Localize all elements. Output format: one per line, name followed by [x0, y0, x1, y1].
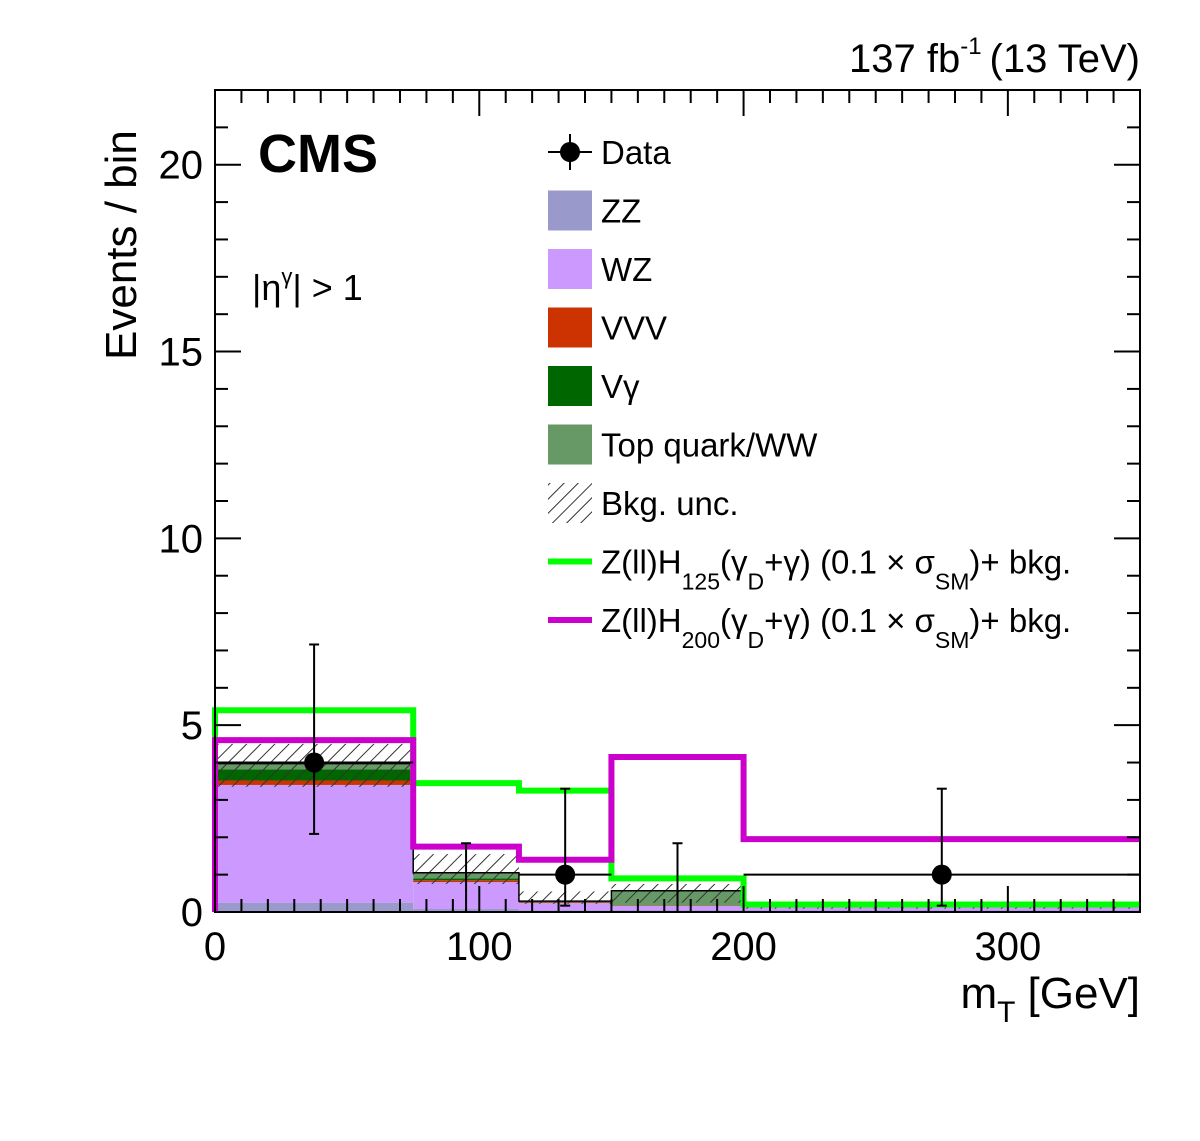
- legend-label: Vγ: [601, 368, 640, 405]
- data-point-4: [931, 864, 952, 885]
- experiment-label: CMS: [258, 124, 378, 184]
- lumi-label: 137 fb-1 (13 TeV): [849, 33, 1140, 81]
- legend-signal-label: Z(ll)H200(γD+γ) (0.1 × σSM)+ bkg.: [601, 602, 1071, 653]
- x-tick-label: 300: [974, 925, 1041, 969]
- y-tick-label: 0: [181, 891, 203, 935]
- legend-label: Data: [601, 134, 671, 171]
- x-tick-label: 200: [710, 925, 777, 969]
- legend-hatch-swatch: [548, 483, 592, 523]
- signal-line-200: [212, 737, 1140, 912]
- legend-data-marker: [560, 142, 580, 162]
- data-point-2: [555, 864, 576, 885]
- legend-swatch: [548, 307, 592, 348]
- legend-label: VVV: [601, 310, 667, 347]
- legend: Data ZZ WZ VVV Vγ Top quark/WW Bkg. unc. Z(ll)H…: [548, 134, 1071, 653]
- x-axis-title: mT [GeV]: [961, 969, 1140, 1029]
- x-tick-label: 100: [446, 925, 513, 969]
- legend-label: Top quark/WW: [601, 427, 818, 464]
- legend-label: ZZ: [601, 193, 641, 230]
- legend-label: Bkg. unc.: [601, 485, 739, 522]
- y-tick-label: 20: [159, 144, 204, 188]
- legend-swatch: [548, 190, 592, 231]
- bar-wz-4: [743, 907, 1140, 911]
- y-axis-title: Events / bin: [97, 130, 146, 360]
- legend-swatch: [548, 249, 592, 289]
- x-tick-label: 0: [204, 925, 226, 969]
- legend-label: WZ: [601, 251, 652, 288]
- axis-ticks: 0 100 200 300 0 5 10 15 20: [159, 89, 1141, 969]
- legend-swatch: [548, 424, 592, 465]
- bar-zz-0: [215, 902, 414, 912]
- legend-signal-label: Z(ll)H125(γD+γ) (0.1 × σSM)+ bkg.: [601, 544, 1071, 595]
- data-points: [215, 643, 1140, 913]
- region-label: |ηγ| > 1: [252, 264, 363, 308]
- bar-wz-2: [518, 903, 612, 911]
- data-point-0: [304, 752, 325, 773]
- y-tick-label: 15: [159, 331, 204, 375]
- legend-swatch: [548, 366, 592, 406]
- y-tick-label: 10: [159, 517, 204, 561]
- y-tick-label: 5: [181, 704, 203, 748]
